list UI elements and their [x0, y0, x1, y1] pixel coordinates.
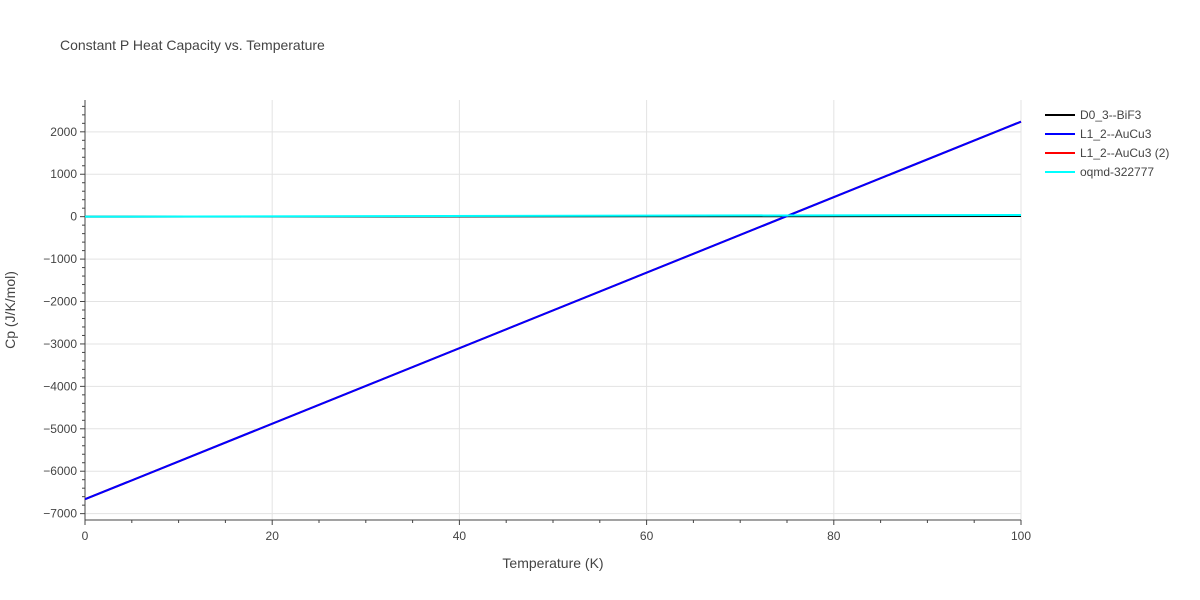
legend-label: L1_2--AuCu3 (2)	[1080, 146, 1169, 160]
series-line-l1-2-aucu3	[84, 120, 1022, 501]
legend-item[interactable]: L1_2--AuCu3	[1045, 127, 1152, 141]
x-tick-label: 20	[266, 529, 280, 543]
x-tick-label: 100	[1011, 529, 1031, 543]
x-tick-labels: 0 20 40 60 80 100	[82, 529, 1032, 543]
legend-label: D0_3--BiF3	[1080, 108, 1142, 122]
y-tick-label: 0	[70, 210, 77, 224]
legend-item[interactable]: D0_3--BiF3	[1045, 108, 1142, 122]
x-tick-label: 80	[827, 529, 841, 543]
x-axis-label: Temperature (K)	[502, 555, 603, 571]
x-tick-label: 60	[640, 529, 654, 543]
x-tick-label: 40	[453, 529, 467, 543]
y-tick-label: −3000	[43, 337, 77, 351]
y-tick-label: −6000	[43, 464, 77, 478]
legend[interactable]: D0_3--BiF3 L1_2--AuCu3 L1_2--AuCu3 (2) oqmd…	[1045, 108, 1169, 179]
y-tick-label: −5000	[43, 422, 77, 436]
legend-label: L1_2--AuCu3	[1080, 127, 1152, 141]
legend-item[interactable]: oqmd-322777	[1045, 165, 1154, 179]
y-tick-label: 2000	[50, 125, 77, 139]
y-tick-label: −2000	[43, 295, 77, 309]
chart-title: Constant P Heat Capacity vs. Temperature	[60, 37, 325, 53]
legend-item[interactable]: L1_2--AuCu3 (2)	[1045, 146, 1169, 160]
legend-label: oqmd-322777	[1080, 165, 1154, 179]
y-tick-label: −4000	[43, 379, 77, 393]
y-axis-label: Cp (J/K/mol)	[2, 271, 18, 349]
y-tick-labels: −7000 −6000 −5000 −4000 −3000 −2000 −1000 0 1000…	[43, 125, 77, 521]
series-line-oqmd-322777	[84, 213, 1022, 218]
axes	[80, 100, 1022, 525]
series-lines	[84, 120, 1022, 501]
y-tick-label: 1000	[50, 167, 77, 181]
x-tick-label: 0	[82, 529, 89, 543]
y-tick-label: −7000	[43, 507, 77, 521]
y-tick-label: −1000	[43, 252, 77, 266]
